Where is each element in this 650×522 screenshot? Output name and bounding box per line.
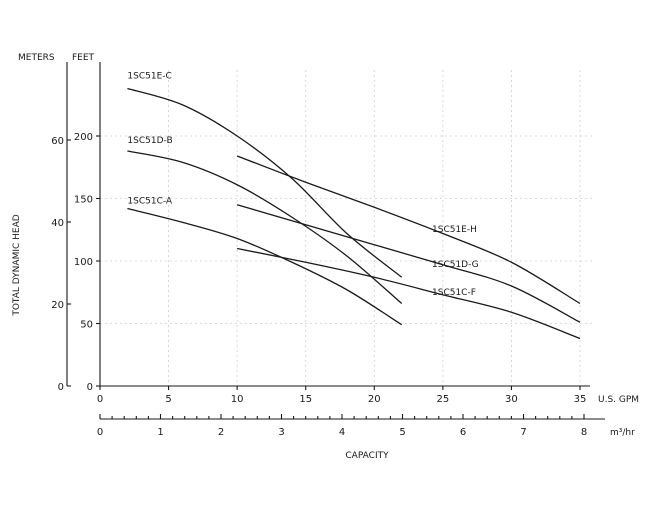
tick-label-m3hr-0: 0 xyxy=(97,427,103,438)
series-layer: 1SC51E-C 1SC51D-B 1SC51C-A 1SC51E-H 1SC51D-G… xyxy=(127,72,581,340)
series-label-1sc51d-g: 1SC51D-G xyxy=(432,260,479,270)
tick-label-feet-100: 100 xyxy=(74,257,93,268)
series-label-1sc51e-h: 1SC51E-H xyxy=(432,225,477,235)
tick-label-gpm-35: 35 xyxy=(574,394,587,405)
x-unit-m3hr: m³/hr xyxy=(610,428,635,438)
tick-label-m3hr-2: 2 xyxy=(218,427,224,438)
tick-label-gpm-10: 10 xyxy=(231,394,244,405)
tick-label-gpm-0: 0 xyxy=(97,394,103,405)
series-line-1sc51e-c xyxy=(127,87,403,278)
tick-label-meters-0: 0 xyxy=(58,382,64,393)
series-line-1sc51e-h xyxy=(236,155,581,305)
tick-label-meters-40: 40 xyxy=(51,218,64,229)
tick-label-feet-200: 200 xyxy=(74,132,93,143)
x-axis-title: CAPACITY xyxy=(345,451,389,461)
tick-label-meters-20: 20 xyxy=(51,300,64,311)
y-unit-meters: METERS xyxy=(18,53,55,63)
series-label-1sc51e-c: 1SC51E-C xyxy=(127,72,171,82)
tick-label-gpm-25: 25 xyxy=(436,394,449,405)
tick-label-gpm-30: 30 xyxy=(505,394,518,405)
tick-label-feet-150: 150 xyxy=(74,195,93,206)
y-axis-title: TOTAL DYNAMIC HEAD xyxy=(12,214,22,316)
x-unit-gpm: U.S. GPM xyxy=(598,395,639,405)
series-label-1sc51d-b: 1SC51D-B xyxy=(127,136,172,146)
tick-label-m3hr-4: 4 xyxy=(339,427,345,438)
series-label-1sc51c-f: 1SC51C-F xyxy=(432,288,476,298)
tick-label-m3hr-3: 3 xyxy=(278,427,284,438)
tick-label-meters-60: 60 xyxy=(51,136,64,147)
axis-layer xyxy=(66,62,605,420)
series-line-1sc51d-g xyxy=(236,204,581,323)
tick-label-gpm-20: 20 xyxy=(368,394,381,405)
series-line-1sc51c-f xyxy=(237,247,581,340)
tick-label-m3hr-5: 5 xyxy=(399,427,405,438)
series-line-1sc51c-a xyxy=(127,207,403,326)
tick-label-m3hr-6: 6 xyxy=(460,427,466,438)
grid-layer xyxy=(100,70,592,386)
y-unit-feet: FEET xyxy=(72,53,95,63)
series-label-1sc51c-a: 1SC51C-A xyxy=(127,197,173,207)
tick-layer: 0 5 10 15 20 25 30 35 0 50 100 150 200 0 20 40 60 0 1 2 3 4 5 6… xyxy=(51,132,587,438)
series-line-1sc51d-b xyxy=(127,150,403,304)
tick-label-feet-0: 0 xyxy=(87,382,93,393)
tick-label-feet-50: 50 xyxy=(80,320,93,331)
tick-label-gpm-15: 15 xyxy=(299,394,312,405)
tick-label-m3hr-1: 1 xyxy=(157,427,163,438)
tick-label-gpm-5: 5 xyxy=(165,394,171,405)
tick-label-m3hr-8: 8 xyxy=(581,427,587,438)
tick-label-m3hr-7: 7 xyxy=(520,427,526,438)
